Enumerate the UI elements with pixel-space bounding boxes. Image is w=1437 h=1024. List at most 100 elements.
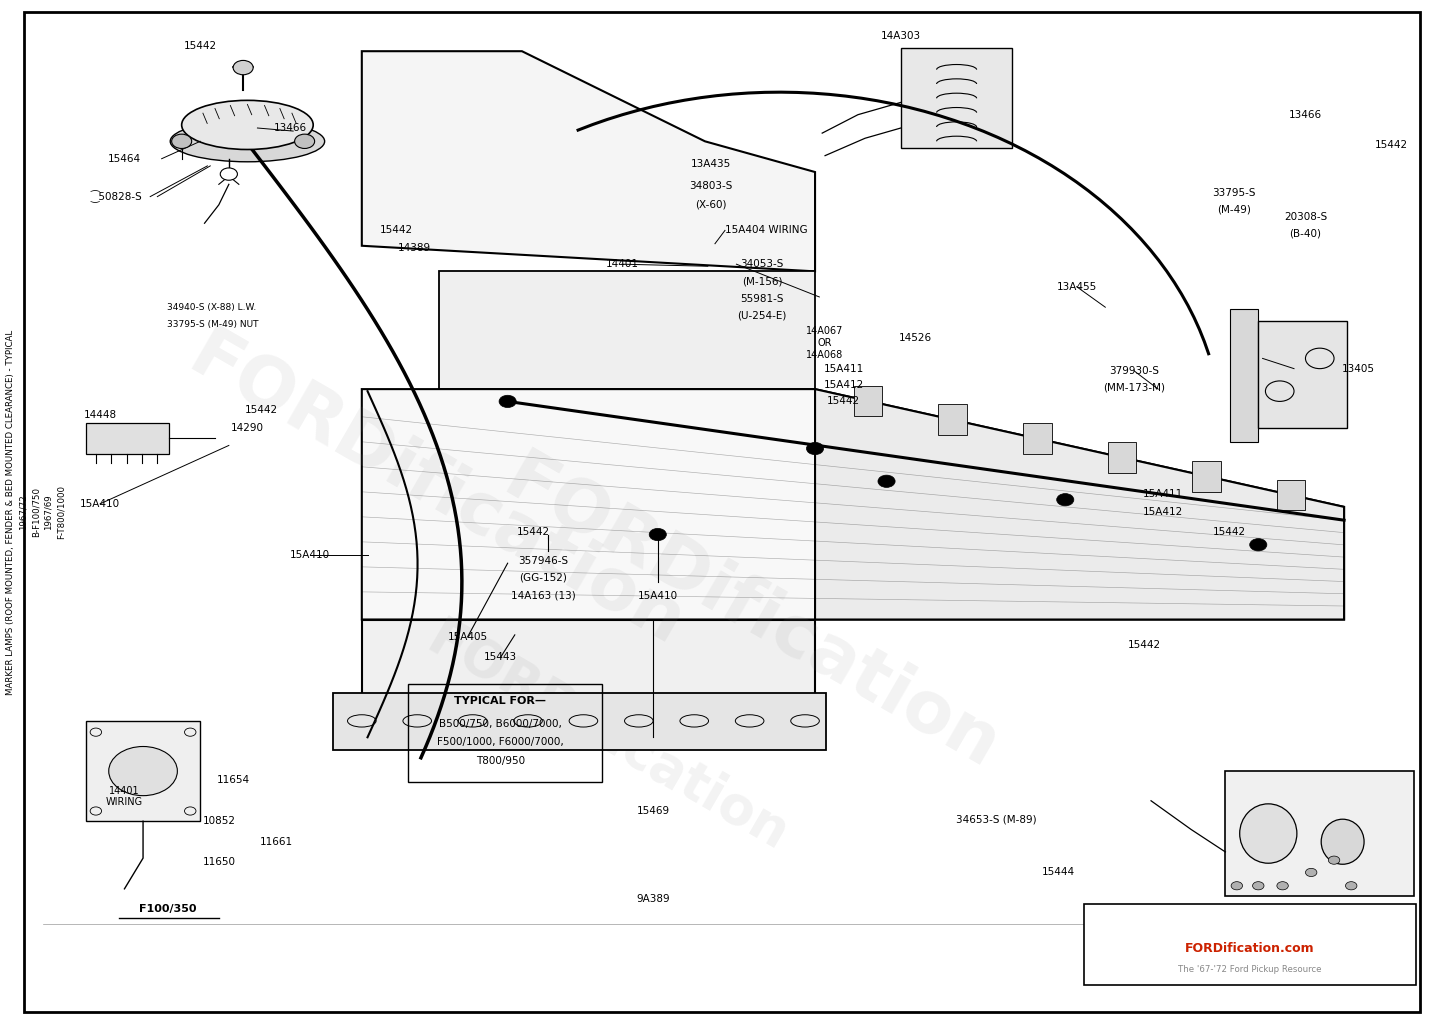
Circle shape: [220, 168, 237, 180]
Text: 9A389: 9A389: [637, 894, 670, 904]
Text: 14448: 14448: [83, 410, 116, 420]
Circle shape: [650, 528, 667, 541]
Text: 15442: 15442: [246, 404, 279, 415]
Bar: [333, 693, 826, 750]
Polygon shape: [362, 51, 815, 271]
Polygon shape: [362, 620, 815, 737]
Text: 357946-S: 357946-S: [519, 556, 569, 566]
Text: 15442: 15442: [1213, 527, 1246, 538]
Text: 15469: 15469: [637, 806, 670, 816]
Circle shape: [1250, 539, 1267, 551]
Circle shape: [233, 60, 253, 75]
Text: FORDification: FORDification: [491, 444, 1010, 784]
Circle shape: [1056, 494, 1073, 506]
Bar: [938, 404, 967, 435]
Ellipse shape: [170, 121, 325, 162]
Text: 15A411: 15A411: [823, 364, 864, 374]
Bar: [1226, 771, 1414, 896]
Text: P-6393: P-6393: [1351, 906, 1387, 916]
Text: 15A404 WIRING: 15A404 WIRING: [726, 225, 808, 236]
Text: 14401: 14401: [605, 259, 638, 269]
Text: 31061-S (U-50): 31061-S (U-50): [1197, 906, 1276, 916]
Circle shape: [499, 395, 516, 408]
Text: 13405: 13405: [1342, 364, 1375, 374]
Text: F100/350: F100/350: [138, 904, 195, 914]
Text: 14A067
OR
14A068: 14A067 OR 14A068: [806, 327, 844, 359]
Bar: [1277, 479, 1305, 511]
Text: 13A455: 13A455: [1056, 282, 1096, 292]
Text: 11661: 11661: [260, 837, 293, 847]
Text: 15A412: 15A412: [1142, 507, 1183, 517]
Circle shape: [1305, 868, 1316, 877]
Ellipse shape: [181, 100, 313, 150]
Circle shape: [1277, 882, 1289, 890]
Text: 15442: 15442: [1128, 640, 1161, 650]
Text: 15A410: 15A410: [638, 591, 678, 601]
Text: 14290: 14290: [231, 423, 264, 433]
Text: 15443: 15443: [484, 652, 517, 663]
Text: 15464: 15464: [108, 154, 141, 164]
Text: 11654: 11654: [217, 775, 250, 785]
Text: B500/750, B6000/7000,: B500/750, B6000/7000,: [440, 719, 562, 729]
Text: (GG-152): (GG-152): [519, 572, 568, 583]
Text: 15442: 15442: [828, 396, 861, 407]
Text: 33795-S (M-49) NUT: 33795-S (M-49) NUT: [167, 321, 259, 329]
Text: (X-60): (X-60): [696, 200, 727, 210]
Bar: [1193, 461, 1221, 492]
Text: 13A435: 13A435: [691, 159, 731, 169]
Circle shape: [295, 134, 315, 148]
Text: 15A411: 15A411: [1142, 488, 1183, 499]
Circle shape: [1345, 882, 1357, 890]
Text: 15442: 15442: [1375, 140, 1408, 151]
Bar: [1230, 309, 1259, 442]
Text: FORDification: FORDification: [418, 612, 798, 862]
Text: 15A412: 15A412: [823, 380, 864, 390]
Text: 15442: 15442: [184, 41, 217, 51]
Text: (U-254-E): (U-254-E): [737, 310, 787, 321]
Text: 13466: 13466: [274, 123, 308, 133]
Text: 15A405: 15A405: [447, 632, 487, 642]
Text: FORDification: FORDification: [177, 322, 696, 662]
Text: MARKER LAMPS (ROOF MOUNTED, FENDER & BED MOUNTED CLEARANCE) - TYPICAL
1967/72
B-: MARKER LAMPS (ROOF MOUNTED, FENDER & BED…: [6, 330, 65, 694]
Text: The '67-'72 Ford Pickup Resource: The '67-'72 Ford Pickup Resource: [1178, 966, 1322, 974]
Text: 10852: 10852: [203, 816, 236, 826]
Bar: [86, 721, 200, 821]
Text: 379930-S: 379930-S: [1109, 366, 1158, 376]
Text: 15442: 15442: [379, 225, 412, 236]
Ellipse shape: [1321, 819, 1364, 864]
Text: (B-40): (B-40): [1289, 228, 1322, 239]
Circle shape: [171, 134, 191, 148]
Text: 14389: 14389: [398, 243, 431, 253]
Text: 14401
WIRING: 14401 WIRING: [106, 785, 144, 808]
Text: 14526: 14526: [898, 333, 931, 343]
Text: 14A303: 14A303: [881, 31, 921, 41]
Text: (MM-173-M): (MM-173-M): [1102, 382, 1165, 392]
Text: 15442: 15442: [517, 527, 550, 538]
Text: 15444: 15444: [1042, 867, 1075, 878]
Circle shape: [1328, 856, 1339, 864]
Text: T800/950: T800/950: [476, 756, 525, 766]
Bar: [1108, 442, 1137, 473]
Text: TYPICAL FOR—: TYPICAL FOR—: [454, 696, 546, 707]
Text: 13466: 13466: [1289, 110, 1322, 120]
Circle shape: [1232, 882, 1243, 890]
Bar: [1023, 423, 1052, 454]
Text: 34053-S: 34053-S: [740, 259, 783, 269]
Bar: [86, 423, 168, 454]
FancyBboxPatch shape: [1083, 904, 1415, 985]
Circle shape: [109, 746, 177, 796]
Text: 20308-S: 20308-S: [1283, 212, 1328, 222]
Ellipse shape: [1240, 804, 1296, 863]
Text: 34940-S (X-88) L.W.: 34940-S (X-88) L.W.: [167, 303, 257, 311]
Text: 14A163 (13): 14A163 (13): [512, 591, 576, 601]
Bar: [854, 385, 882, 416]
Text: 15A410: 15A410: [290, 550, 331, 560]
Text: 34653-S (M-89): 34653-S (M-89): [956, 814, 1038, 824]
Polygon shape: [440, 271, 815, 389]
Text: 11650: 11650: [203, 857, 236, 867]
Text: FORDification.com: FORDification.com: [1186, 942, 1315, 954]
Text: (M-156): (M-156): [741, 276, 782, 287]
Circle shape: [1253, 882, 1265, 890]
Text: 33795-S: 33795-S: [1213, 187, 1256, 198]
Circle shape: [806, 442, 823, 455]
